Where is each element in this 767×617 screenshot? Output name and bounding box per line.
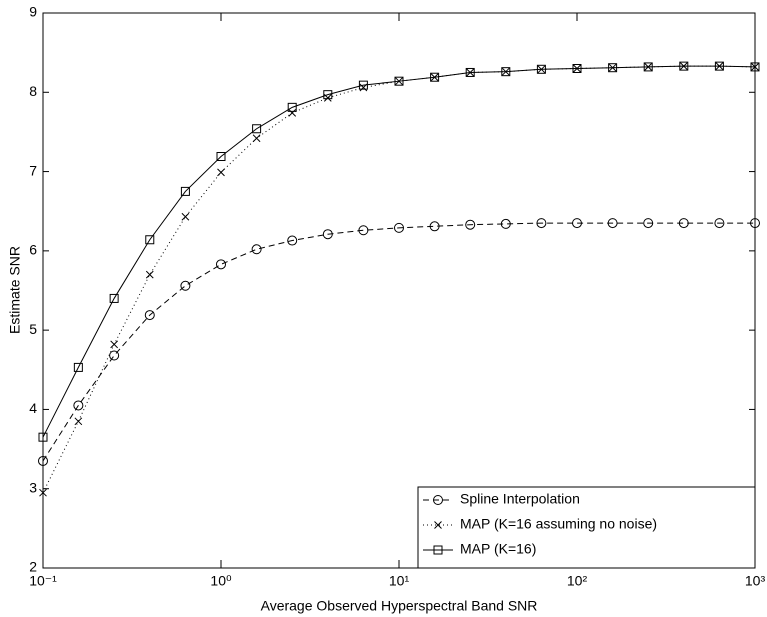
marker — [643, 218, 654, 229]
marker — [38, 455, 48, 466]
marker — [38, 432, 48, 442]
y-tick-label: 3 — [29, 479, 37, 495]
marker — [216, 259, 226, 270]
marker — [751, 63, 759, 71]
marker — [430, 72, 440, 82]
marker — [572, 64, 582, 73]
marker — [433, 545, 443, 555]
marker — [217, 168, 225, 177]
marker — [322, 229, 333, 240]
marker — [678, 218, 689, 229]
x-tick-label: 10⁻¹ — [29, 573, 57, 589]
marker — [251, 244, 262, 255]
marker — [144, 310, 155, 321]
marker — [750, 62, 760, 72]
legend-label: MAP (K=16 assuming no noise) — [460, 516, 657, 532]
marker — [145, 270, 154, 279]
x-tick-label: 10³ — [745, 573, 766, 589]
plot-frame — [42, 12, 756, 569]
marker — [429, 221, 440, 232]
marker — [572, 218, 582, 229]
y-axis-label: Estimate SNR — [7, 246, 23, 334]
x-tick-label: 10² — [567, 573, 588, 589]
x-tick-label: 10¹ — [389, 573, 410, 589]
y-tick-label: 6 — [29, 242, 37, 258]
marker — [500, 218, 511, 229]
series-line — [42, 65, 756, 438]
legend-label: Spline Interpolation — [460, 491, 580, 507]
x-axis-label: Average Observed Hyperspectral Band SNR — [261, 598, 538, 614]
marker — [536, 218, 547, 229]
marker — [394, 76, 404, 86]
marker — [109, 350, 120, 361]
marker — [252, 124, 262, 134]
marker — [110, 340, 118, 349]
marker — [465, 67, 475, 77]
marker — [252, 134, 261, 143]
marker — [465, 219, 476, 230]
marker — [750, 218, 760, 229]
marker — [73, 362, 83, 372]
marker — [288, 109, 297, 117]
marker — [679, 61, 689, 71]
marker — [434, 521, 442, 529]
marker — [109, 293, 119, 303]
y-tick-label: 5 — [29, 321, 37, 337]
marker — [74, 417, 83, 426]
marker — [608, 63, 618, 73]
marker — [607, 218, 618, 229]
marker — [73, 400, 84, 411]
marker — [180, 280, 191, 291]
x-tick-label: 10⁰ — [210, 573, 232, 589]
y-tick-label: 4 — [29, 400, 37, 416]
marker — [714, 218, 725, 229]
marker — [643, 62, 653, 72]
marker — [358, 80, 368, 90]
marker — [501, 67, 511, 77]
marker — [145, 235, 155, 245]
marker — [536, 64, 546, 74]
marker — [287, 102, 297, 112]
marker — [394, 222, 404, 233]
legend-box — [417, 486, 756, 569]
marker — [358, 225, 369, 236]
marker — [180, 186, 190, 196]
y-tick-label: 8 — [29, 83, 37, 99]
marker — [433, 495, 443, 505]
y-tick-label: 2 — [29, 559, 37, 575]
y-tick-label: 9 — [29, 4, 37, 20]
marker — [323, 90, 333, 100]
marker — [39, 488, 47, 497]
marker — [181, 212, 190, 221]
marker — [216, 152, 226, 162]
marker — [714, 61, 724, 71]
legend-label: MAP (K=16) — [460, 541, 536, 557]
series-line — [42, 222, 755, 462]
y-tick-label: 7 — [29, 162, 37, 178]
marker — [287, 235, 298, 246]
